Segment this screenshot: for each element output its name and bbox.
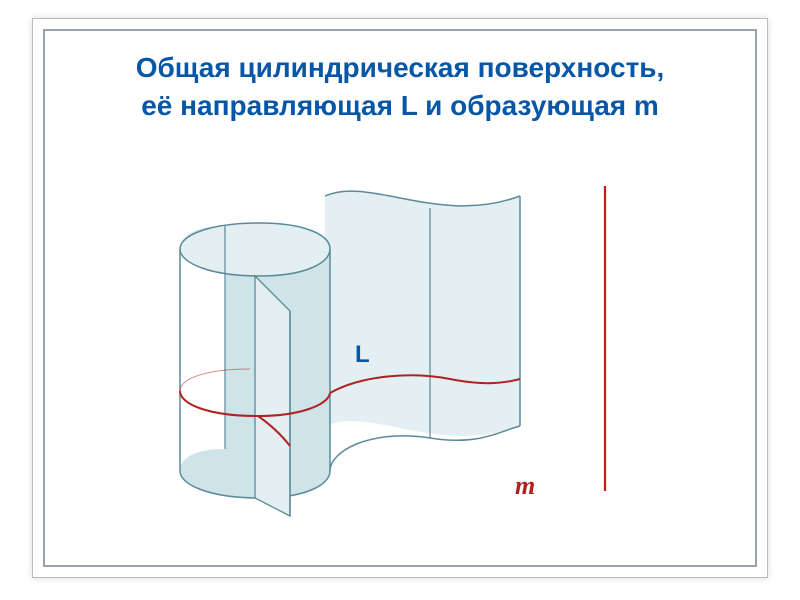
label-L: L <box>355 341 370 369</box>
slide-inner: Общая цилиндрическая поверхность, её нап… <box>43 29 757 567</box>
diagram: L m <box>45 171 755 541</box>
label-m: m <box>515 471 535 501</box>
inner-fold-panel <box>255 276 290 516</box>
slide-title: Общая цилиндрическая поверхность, её нап… <box>45 31 755 125</box>
title-line2: её направляющая L и образующая m <box>45 87 755 125</box>
surface-sheet-back <box>325 191 520 436</box>
cylindrical-surface-svg <box>140 171 660 541</box>
title-line1: Общая цилиндрическая поверхность, <box>45 49 755 87</box>
slide-outer: Общая цилиндрическая поверхность, её нап… <box>32 18 768 578</box>
